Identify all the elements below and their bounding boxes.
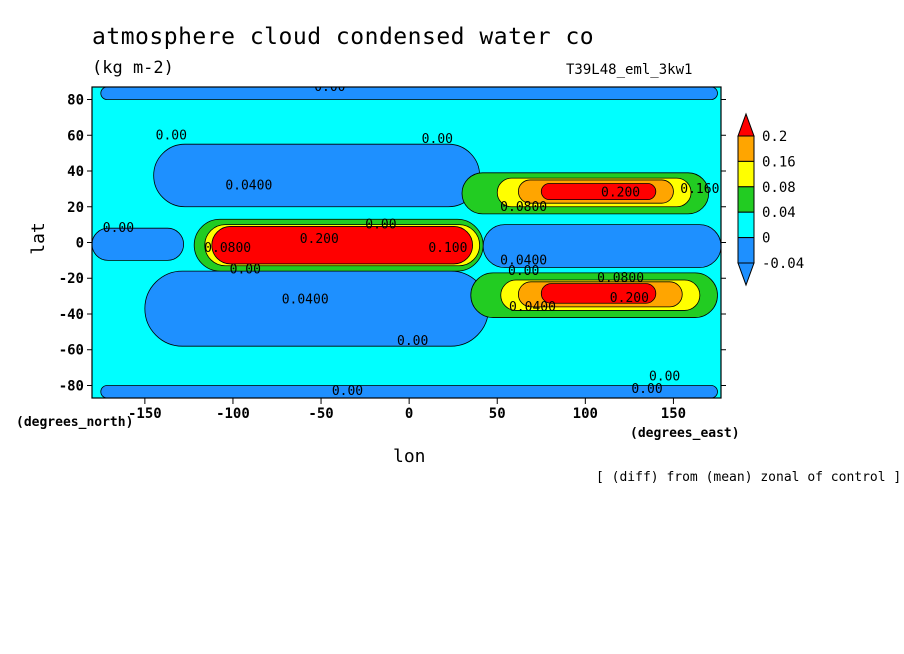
y-tick-label: -40 bbox=[59, 307, 84, 323]
y-units-label: (degrees_north) bbox=[16, 415, 134, 430]
y-tick-label: 40 bbox=[67, 164, 84, 180]
contour-label: 0.0400 bbox=[509, 300, 556, 315]
x-units-label: (degrees_east) bbox=[630, 426, 740, 441]
contour-label: 0.0400 bbox=[225, 178, 272, 193]
x-tick-label: 50 bbox=[489, 406, 506, 422]
contour-label: 0.0400 bbox=[500, 253, 547, 268]
y-tick-label: 0 bbox=[76, 236, 84, 252]
contour-label: 0.0400 bbox=[282, 293, 329, 308]
contour-label: 0.200 bbox=[300, 232, 339, 247]
y-tick-label: 80 bbox=[67, 93, 84, 109]
y-tick-label: -80 bbox=[59, 378, 84, 394]
footnote: [ (diff) from (mean) zonal of control ] bbox=[596, 470, 902, 485]
x-axis-label: lon bbox=[393, 446, 426, 467]
contour-region bbox=[540, 283, 657, 304]
colorbar-label: 0.16 bbox=[762, 154, 796, 170]
colorbar-band bbox=[737, 237, 755, 264]
x-tick-label: 0 bbox=[405, 406, 413, 422]
contour-region bbox=[100, 87, 718, 100]
contour-label: 0.00 bbox=[332, 384, 363, 399]
x-tick-label: -100 bbox=[216, 406, 250, 422]
contour-label: 0.160 bbox=[680, 182, 719, 197]
contour-label: 0.00 bbox=[397, 334, 428, 349]
contour-label: 0.00 bbox=[649, 370, 680, 385]
colorbar: 0.2 0.16 0.08 0.04 0 -0.04 bbox=[737, 112, 804, 287]
colorbar-bottom-arrow bbox=[737, 262, 755, 287]
contour-region bbox=[100, 385, 718, 398]
y-axis-ticks: 80 60 40 20 0 -20 -40 -60 -80 bbox=[59, 93, 726, 394]
colorbar-label: 0 bbox=[762, 231, 770, 247]
x-tick-label: 150 bbox=[661, 406, 686, 422]
colorbar-top-arrow bbox=[737, 112, 755, 137]
contour-label: 0.00 bbox=[508, 264, 539, 279]
units-label: (kg m-2) bbox=[92, 58, 174, 78]
y-tick-label: -60 bbox=[59, 343, 84, 359]
colorbar-band bbox=[737, 160, 755, 188]
colorbar-band bbox=[737, 186, 755, 213]
contour-region bbox=[92, 227, 185, 261]
y-tick-label: 60 bbox=[67, 128, 84, 144]
contour-label: 0.00 bbox=[422, 132, 453, 147]
colorbar-label: -0.04 bbox=[762, 256, 804, 272]
chart-title: atmosphere cloud condensed water co bbox=[92, 24, 595, 50]
colorbar-label: 0.08 bbox=[762, 180, 796, 196]
contour-label: 0.100 bbox=[428, 241, 467, 256]
y-tick-label: 20 bbox=[67, 200, 84, 216]
contour-label: 0.0800 bbox=[500, 200, 547, 215]
colorbar-band bbox=[737, 211, 755, 239]
contour-label: 0.200 bbox=[601, 185, 640, 200]
colorbar-label: 0.2 bbox=[762, 129, 787, 145]
contour-label: 0.200 bbox=[610, 291, 649, 306]
contour-label: 0.0800 bbox=[204, 241, 251, 256]
y-tick-label: -20 bbox=[59, 271, 84, 287]
x-tick-label: -150 bbox=[128, 406, 162, 422]
contour-label: 0.00 bbox=[103, 221, 134, 236]
colorbar-label: 0.04 bbox=[762, 205, 796, 221]
contour-region bbox=[153, 143, 481, 208]
run-label: T39L48_eml_3kw1 bbox=[566, 62, 693, 78]
contour-label: 0.00 bbox=[230, 262, 261, 277]
x-tick-label: -50 bbox=[308, 406, 333, 422]
filled-contours bbox=[92, 87, 721, 398]
contour-label: 0.00 bbox=[156, 128, 187, 143]
contour-region bbox=[211, 226, 473, 265]
contour-label: 0.00 bbox=[314, 80, 345, 95]
contour-region bbox=[144, 270, 489, 347]
x-tick-label: 100 bbox=[573, 406, 598, 422]
contour-label: 0.00 bbox=[365, 218, 396, 233]
contour-label: 0.0800 bbox=[597, 271, 644, 286]
x-axis-ticks: -150 -100 -50 0 50 100 150 bbox=[128, 398, 686, 422]
colorbar-band bbox=[737, 135, 755, 162]
contour-label: 0.00 bbox=[631, 382, 662, 397]
contour-region bbox=[540, 183, 657, 201]
